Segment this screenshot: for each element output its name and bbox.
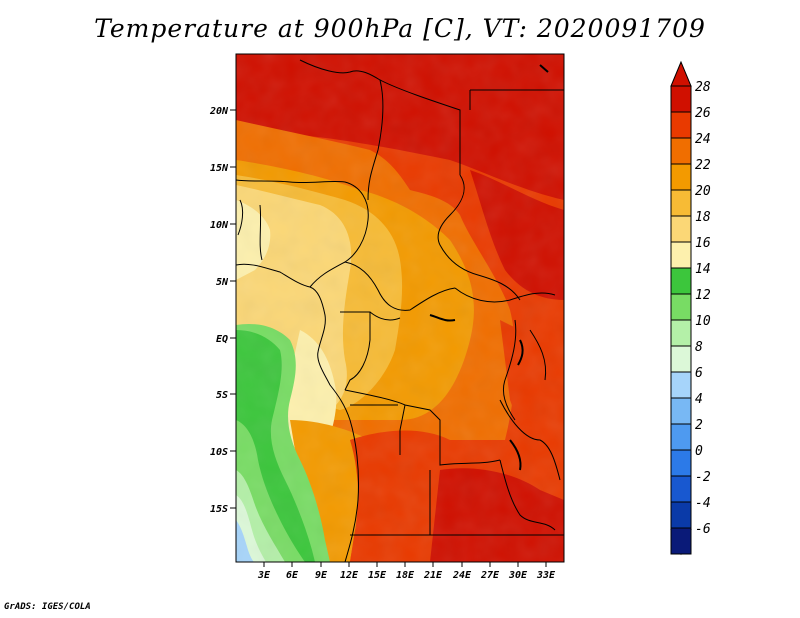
colorbar-swatch [670, 293, 692, 321]
credit-text: GrADS: IGES/COLA [4, 602, 91, 612]
colorbar-swatch [670, 215, 692, 243]
colorbar-swatch [670, 397, 692, 425]
colorbar-swatch [670, 501, 692, 529]
colorbar-label: -6 [695, 522, 711, 537]
colorbar-swatch [670, 319, 692, 347]
lon-label: 18E [396, 570, 415, 581]
lon-label: 33E [536, 570, 556, 581]
colorbar-label: 22 [695, 158, 711, 173]
colorbar-label: 14 [695, 262, 711, 277]
colorbar-label: 16 [695, 236, 711, 251]
colorbar-swatch [670, 241, 692, 269]
colorbar-swatch [670, 423, 692, 451]
colorbar-label: 10 [695, 314, 711, 329]
colorbar-label: 2 [695, 418, 703, 433]
colorbar-swatch [670, 527, 692, 555]
lon-label: 21E [423, 570, 443, 581]
lon-label: 12E [340, 570, 359, 581]
colorbar-label: 6 [695, 366, 703, 381]
colorbar-label: -2 [695, 470, 711, 485]
colorbar-label: 24 [695, 132, 711, 147]
colorbar-swatch [670, 189, 692, 217]
lat-label: 20N [209, 106, 229, 117]
colorbar-swatch [670, 137, 692, 165]
colorbar-swatch [670, 371, 692, 399]
colorbar-swatch [670, 475, 692, 503]
colorbar-label: -4 [695, 496, 711, 511]
lon-label: 9E [315, 570, 328, 581]
map-title: Temperature at 900hPa [C], VT: 202009170… [94, 14, 706, 43]
colorbar-label: 26 [695, 106, 711, 121]
colorbar-label: 4 [695, 392, 703, 407]
lat-label: 10S [210, 447, 228, 458]
lon-label: 6E [286, 570, 299, 581]
colorbar-over-arrow [670, 60, 692, 87]
colorbar-label: 20 [695, 184, 711, 199]
colorbar-label: 12 [695, 288, 711, 303]
colorbar-label: 28 [695, 80, 711, 95]
lon-label: 15E [368, 570, 387, 581]
colorbar-swatch [670, 111, 692, 139]
lon-label: 3E [257, 570, 271, 581]
colorbar-swatch [670, 267, 692, 295]
colorbar-label: 18 [695, 210, 711, 225]
colorbar-swatch [670, 345, 692, 373]
lat-label: 15S [210, 504, 228, 515]
country-borders [236, 59, 564, 562]
latitude-axis [230, 109, 236, 509]
temperature-field [236, 54, 564, 562]
colorbar-label: 8 [695, 340, 703, 355]
lat-label: 15N [210, 163, 229, 174]
colorbar-swatch [670, 163, 692, 191]
lat-label: 10N [210, 220, 229, 231]
colorbar-label: 0 [695, 444, 703, 459]
colorbar-swatch [670, 449, 692, 477]
lon-label: 30E [508, 570, 528, 581]
lat-label: 5S [216, 390, 228, 401]
lon-label: 24E [452, 570, 472, 581]
lat-label: EQ [216, 334, 228, 345]
lat-label: 5N [216, 277, 229, 288]
colorbar [670, 60, 692, 556]
colorbar-swatch [670, 85, 692, 113]
longitude-axis [263, 562, 547, 567]
map-frame [235, 53, 565, 563]
lon-label: 27E [480, 570, 500, 581]
